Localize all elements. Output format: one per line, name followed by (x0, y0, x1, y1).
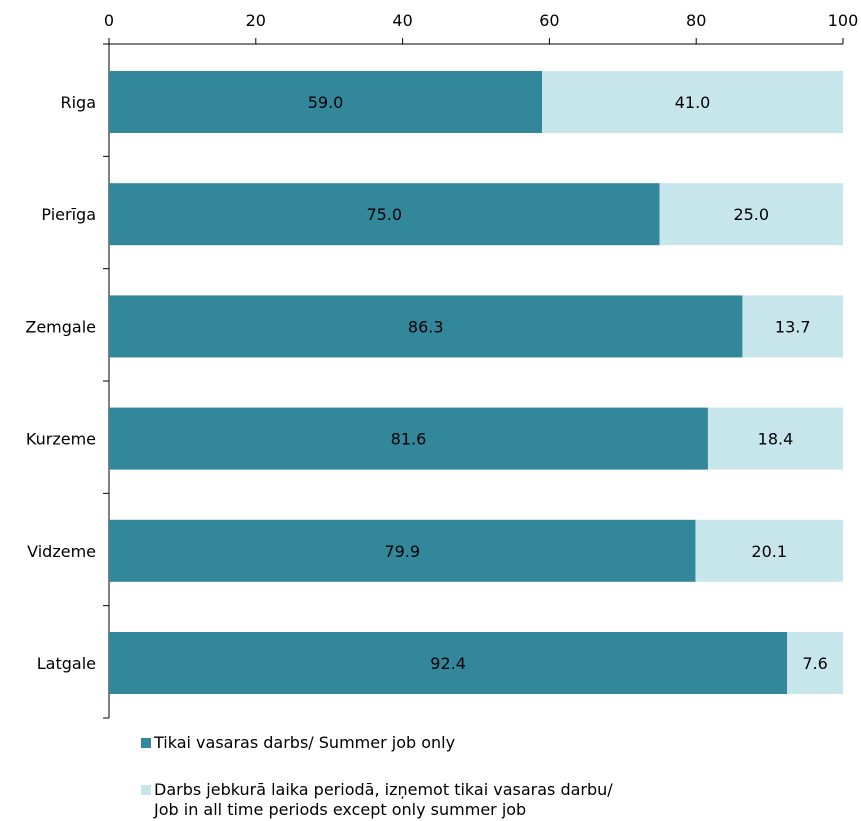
legend-label-summer-job-only: Tikai vasaras darbs/ Summer job only (154, 733, 455, 753)
legend-swatch-summer-job-only (141, 738, 151, 748)
x-tick-label: 60 (539, 11, 559, 30)
data-label-kurzeme-series-2: 18.4 (758, 430, 794, 449)
data-label-kurzeme-series-1: 81.6 (391, 430, 427, 449)
data-label-riga-series-2: 41.0 (675, 93, 711, 112)
legend-swatch-all-time-periods (141, 785, 151, 795)
data-label-pieriga-series-2: 25.0 (733, 205, 769, 224)
data-label-latgale-series-1: 92.4 (430, 654, 466, 673)
x-tick-label: 0 (104, 11, 114, 30)
x-tick-label: 40 (392, 11, 412, 30)
x-tick-label: 20 (246, 11, 266, 30)
data-label-vidzeme-series-2: 20.1 (751, 542, 787, 561)
x-tick-label: 100 (828, 11, 859, 30)
data-label-pieriga-series-1: 75.0 (366, 205, 402, 224)
data-label-vidzeme-series-1: 79.9 (384, 542, 420, 561)
data-label-latgale-series-2: 7.6 (802, 654, 827, 673)
category-label-zemgale: Zemgale (25, 317, 96, 336)
category-label-riga: Riga (60, 93, 96, 112)
legend-label-all-time-periods: Darbs jebkurā laika periodā, izņemot tik… (154, 780, 613, 820)
data-label-zemgale-series-2: 13.7 (775, 317, 811, 336)
category-label-vidzeme: Vidzeme (27, 542, 96, 561)
data-label-riga-series-1: 59.0 (308, 93, 344, 112)
category-label-latgale: Latgale (37, 654, 96, 673)
category-label-pieriga: Pierīga (41, 205, 96, 224)
x-tick-label: 80 (686, 11, 706, 30)
category-label-kurzeme: Kurzeme (26, 430, 96, 449)
data-label-zemgale-series-1: 86.3 (408, 317, 444, 336)
